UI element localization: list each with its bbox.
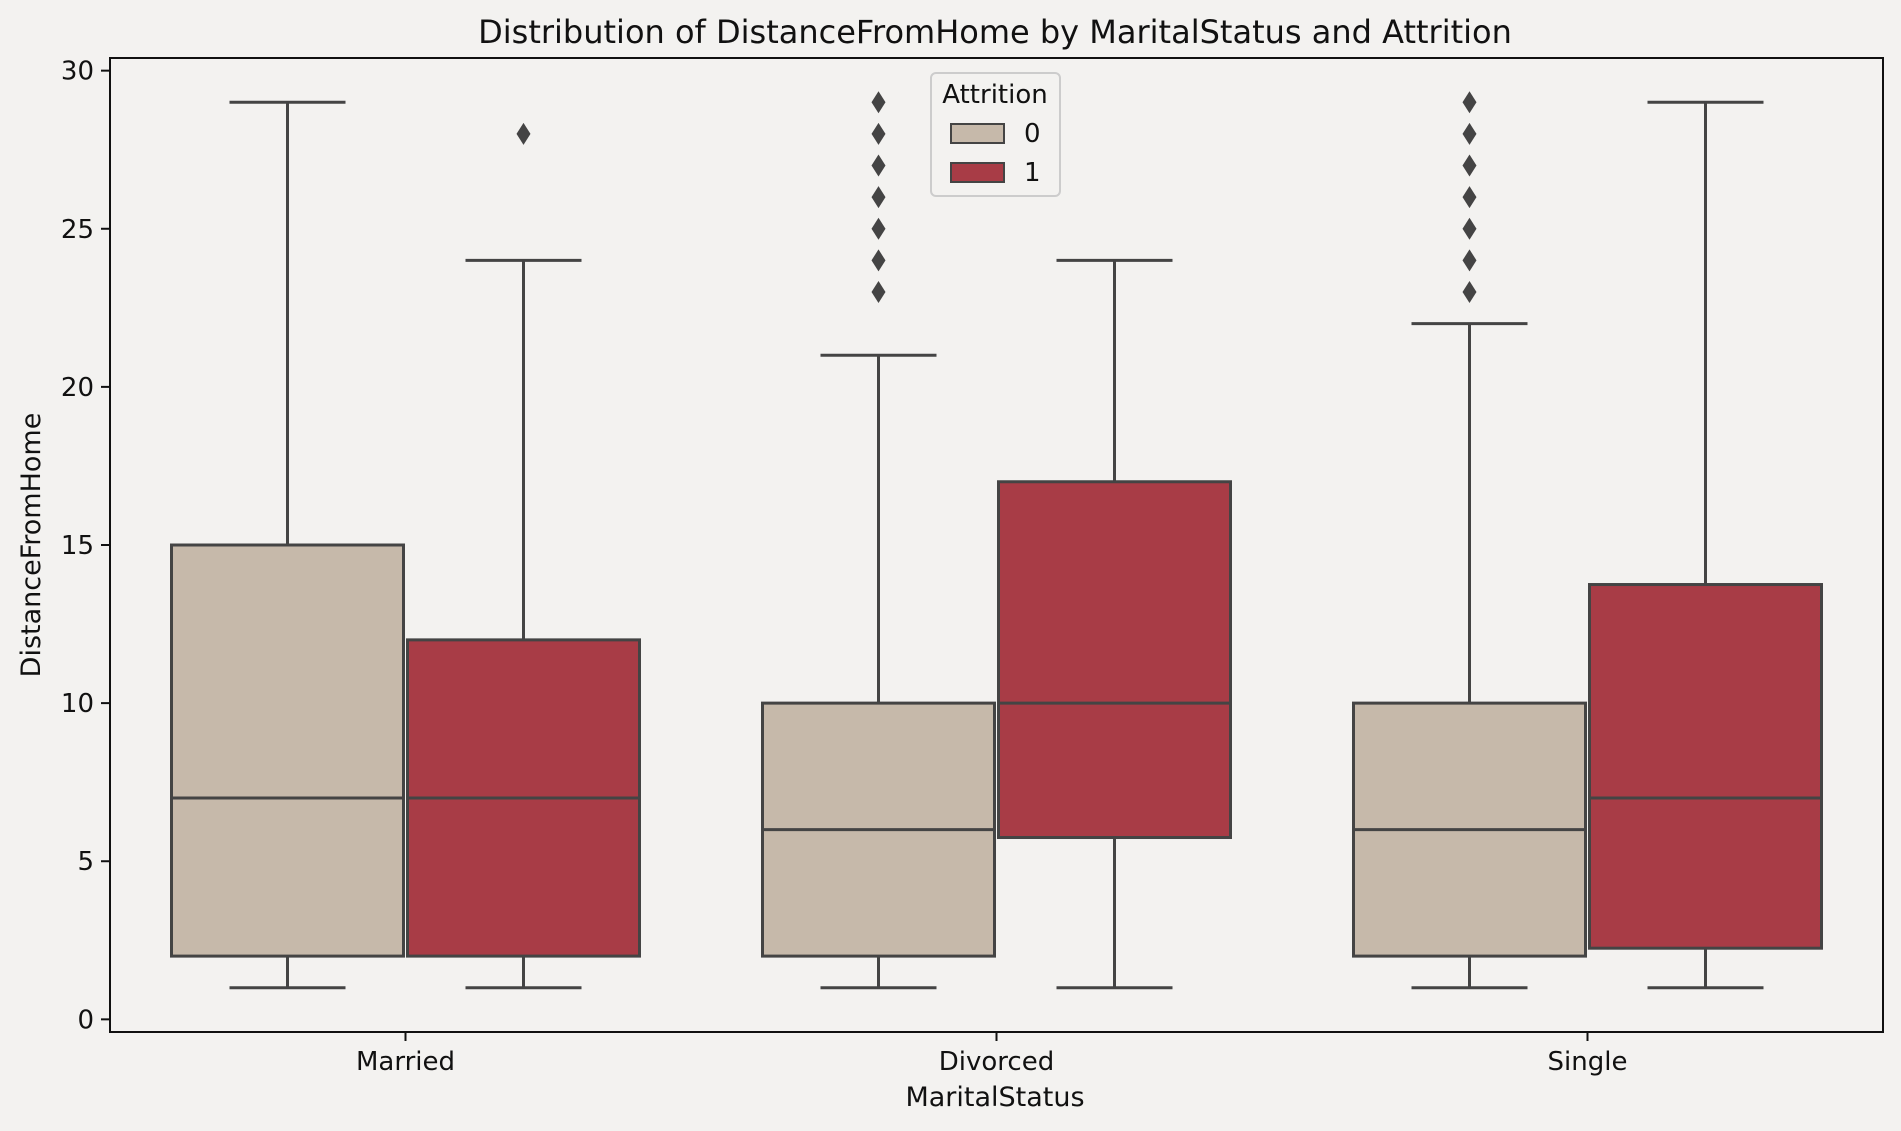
legend-swatch: [950, 123, 1005, 144]
x-tick-label: Single: [1548, 1047, 1628, 1077]
box-married-attrition-0: [170, 100, 405, 990]
y-tick-label: 10: [61, 689, 94, 719]
box-single-attrition-1: [1588, 100, 1823, 990]
legend-swatch: [950, 162, 1005, 183]
x-tick-label: Divorced: [939, 1047, 1054, 1077]
y-tick-label: 15: [61, 531, 94, 561]
boxes-layer: [170, 91, 1823, 990]
outlier-point: [871, 281, 886, 304]
legend: Attrition 01: [930, 72, 1061, 197]
x-tick-label: Married: [356, 1047, 455, 1077]
x-axis-label: MaritalStatus: [905, 1082, 1084, 1113]
outlier-point: [1462, 217, 1477, 240]
y-tick-label: 20: [61, 373, 94, 403]
outlier-point: [871, 91, 886, 114]
y-axis-label: DistanceFromHome: [16, 413, 47, 678]
legend-label: 1: [1024, 158, 1041, 188]
iqr-box: [1588, 583, 1823, 950]
outlier-point: [1462, 91, 1477, 114]
outlier-point: [871, 249, 886, 272]
outlier-point: [871, 217, 886, 240]
box-single-attrition-0: [1352, 91, 1587, 990]
chart-title: Distribution of DistanceFromHome by Mari…: [478, 13, 1512, 51]
outlier-point: [1462, 186, 1477, 209]
outlier-point: [1462, 154, 1477, 177]
box-divorced-attrition-1: [997, 258, 1232, 990]
y-tick-label: 0: [77, 1005, 94, 1035]
y-tick-label: 25: [61, 215, 94, 245]
legend-title: Attrition: [942, 80, 1047, 110]
box-married-attrition-1: [406, 122, 641, 990]
iqr-box: [997, 480, 1232, 840]
outlier-point: [1462, 281, 1477, 304]
outlier-point: [871, 154, 886, 177]
box-divorced-attrition-0: [761, 91, 996, 990]
outlier-point: [516, 122, 531, 145]
legend-label: 0: [1024, 119, 1041, 149]
outlier-point: [871, 122, 886, 145]
x-axis: Married Divorced Single: [356, 1032, 1627, 1077]
outlier-point: [871, 186, 886, 209]
outlier-point: [1462, 122, 1477, 145]
outlier-point: [1462, 249, 1477, 272]
iqr-box: [170, 543, 405, 958]
y-axis: 0 5 10 15 20 25 30: [61, 57, 110, 1035]
y-tick-label: 5: [77, 847, 94, 877]
legend-entries: 01: [950, 119, 1041, 188]
y-tick-label: 30: [61, 57, 94, 87]
